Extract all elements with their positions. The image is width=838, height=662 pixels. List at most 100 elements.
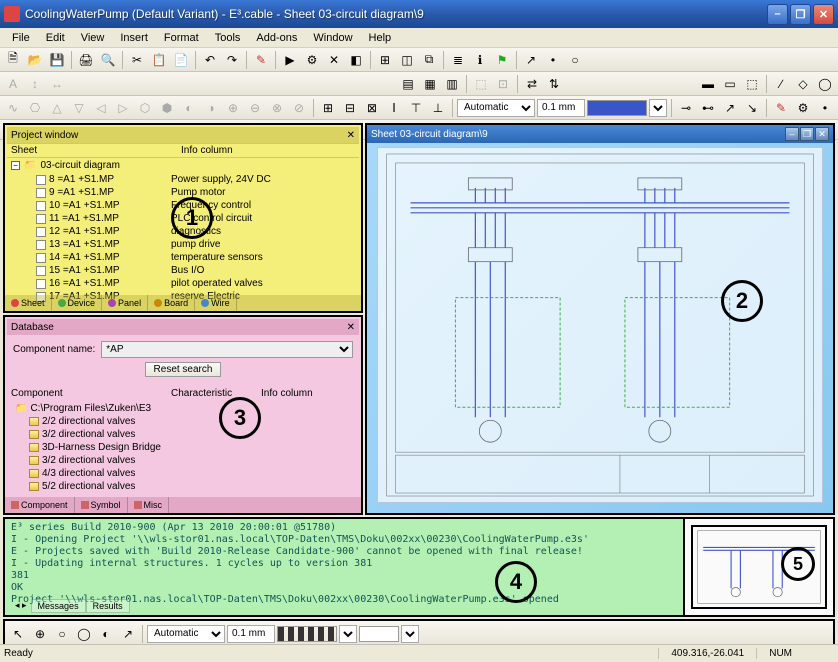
db-row[interactable]: 5/2 directional valves [15,480,355,493]
end2-icon[interactable]: ⊷ [698,98,718,118]
draw10-icon[interactable]: ◑ [201,98,221,118]
shape-tool-icon[interactable]: ◇ [793,74,813,94]
bars-icon[interactable]: ≣ [448,50,468,70]
flag-icon[interactable]: ⚑ [492,50,512,70]
menu-insert[interactable]: Insert [112,30,156,46]
draw14-icon[interactable]: ⊘ [289,98,309,118]
line-color-select[interactable] [649,99,667,117]
menu-file[interactable]: File [4,30,38,46]
misc4-icon[interactable]: Ⅰ [384,98,404,118]
menu-format[interactable]: Format [156,30,207,46]
end3-icon[interactable]: ↗ [720,98,740,118]
bt-dash-select[interactable] [339,625,357,643]
tool3-icon[interactable]: ◧ [346,50,366,70]
line-width-input[interactable] [537,99,585,117]
draw9-icon[interactable]: ◐ [179,98,199,118]
draw8-icon[interactable]: ⬢ [157,98,177,118]
tree-row[interactable]: 12 =A1 +S1.MPdiagnostics [11,225,355,238]
pick-icon[interactable]: ✎ [771,98,791,118]
db-row[interactable]: 3/2 directional valves [15,428,355,441]
draw7-icon[interactable]: ⬡ [135,98,155,118]
paste-icon[interactable]: 📄 [171,50,191,70]
align-right-icon[interactable]: ▥ [442,74,462,94]
rect-fill-icon[interactable]: ▬ [698,74,718,94]
layers-icon[interactable]: ◫ [397,50,417,70]
tree-row[interactable]: 14 =A1 +S1.MPtemperature sensors [11,251,355,264]
tree-row[interactable]: 8 =A1 +S1.MPPower supply, 24V DC [11,173,355,186]
flip-icon[interactable]: ⇄ [522,74,542,94]
menu-edit[interactable]: Edit [38,30,73,46]
redo-icon[interactable]: ↷ [222,50,242,70]
text-icon[interactable]: A [3,74,23,94]
reset-search-button[interactable]: Reset search [145,362,222,377]
dot-icon[interactable]: • [543,50,563,70]
misc6-icon[interactable]: ⊥ [428,98,448,118]
line-tool-icon[interactable]: ∕ [771,74,791,94]
bt5-icon[interactable]: ◐ [96,624,116,644]
db-row[interactable]: 2/2 directional valves [15,415,355,428]
draw6-icon[interactable]: ▷ [113,98,133,118]
db-row[interactable]: 4/3 directional valves [15,467,355,480]
bt2-icon[interactable]: ⊕ [30,624,50,644]
flip2-icon[interactable]: ⇅ [544,74,564,94]
draw11-icon[interactable]: ⊕ [223,98,243,118]
project-tab[interactable]: Board [148,295,195,311]
print-icon[interactable]: 🖨 [76,50,96,70]
bt-auto-select[interactable]: Automatic [147,625,225,643]
draw1-icon[interactable]: ∿ [3,98,23,118]
draw13-icon[interactable]: ⊗ [267,98,287,118]
line-color-swatch[interactable] [587,100,647,116]
misc2-icon[interactable]: ⊟ [340,98,360,118]
tool4-icon[interactable]: ⧉ [419,50,439,70]
tree-row[interactable]: 9 =A1 +S1.MPPump motor [11,186,355,199]
open-icon[interactable]: 📂 [25,50,45,70]
new-icon[interactable]: 🗎 [3,50,23,70]
maximize-button[interactable]: ❐ [790,4,811,25]
draw12-icon[interactable]: ⊖ [245,98,265,118]
rect-icon[interactable]: ▭ [720,74,740,94]
draw2-icon[interactable]: ⎔ [25,98,45,118]
bt1-icon[interactable]: ↖ [8,624,28,644]
tree-row[interactable]: 13 =A1 +S1.MPpump drive [11,238,355,251]
tree-row[interactable]: 15 =A1 +S1.MPBus I/O [11,264,355,277]
bt3-icon[interactable]: ○ [52,624,72,644]
project-tab[interactable]: Panel [102,295,148,311]
draw-max-icon[interactable]: ❐ [800,127,814,141]
project-tree[interactable]: −📁03-circuit diagram8 =A1 +S1.MPPower su… [7,158,359,305]
misc5-icon[interactable]: ⊤ [406,98,426,118]
align-left-icon[interactable]: ▤ [398,74,418,94]
bt-color-swatch[interactable] [359,626,399,642]
arrow-icon[interactable]: ↗ [521,50,541,70]
dim-icon[interactable]: ↕ [25,74,45,94]
tool2-icon[interactable]: ⚙ [302,50,322,70]
undo-icon[interactable]: ↶ [200,50,220,70]
minimize-button[interactable]: – [767,4,788,25]
info-icon[interactable]: ℹ [470,50,490,70]
cut-icon[interactable]: ✂ [127,50,147,70]
align-center-icon[interactable]: ▦ [420,74,440,94]
bt-width-input[interactable] [227,625,275,643]
save-icon[interactable]: 💾 [47,50,67,70]
run-icon[interactable]: ▶ [280,50,300,70]
tree-row[interactable]: 10 =A1 +S1.MPFrequency control [11,199,355,212]
draw-close-icon[interactable]: ✕ [815,127,829,141]
grid-icon[interactable]: ⊞ [375,50,395,70]
db-tab[interactable]: Symbol [75,497,128,513]
bt6-icon[interactable]: ↗ [118,624,138,644]
ungroup-icon[interactable]: ⊡ [493,74,513,94]
db-tab[interactable]: Component [5,497,75,513]
project-tab[interactable]: Device [52,295,103,311]
tab-messages[interactable]: Messages [31,599,86,613]
bt-color-select[interactable] [401,625,419,643]
misc1-icon[interactable]: ⊞ [318,98,338,118]
draw4-icon[interactable]: ▽ [69,98,89,118]
tool-icon[interactable]: ✎ [251,50,271,70]
menu-help[interactable]: Help [361,30,400,46]
tab-results[interactable]: Results [86,599,130,613]
bt-dash-swatch[interactable] [277,626,337,642]
menu-tools[interactable]: Tools [207,30,249,46]
preview-icon[interactable]: 🔍 [98,50,118,70]
menu-window[interactable]: Window [305,30,360,46]
dim2-icon[interactable]: ↔ [47,74,67,94]
stop-icon[interactable]: ✕ [324,50,344,70]
